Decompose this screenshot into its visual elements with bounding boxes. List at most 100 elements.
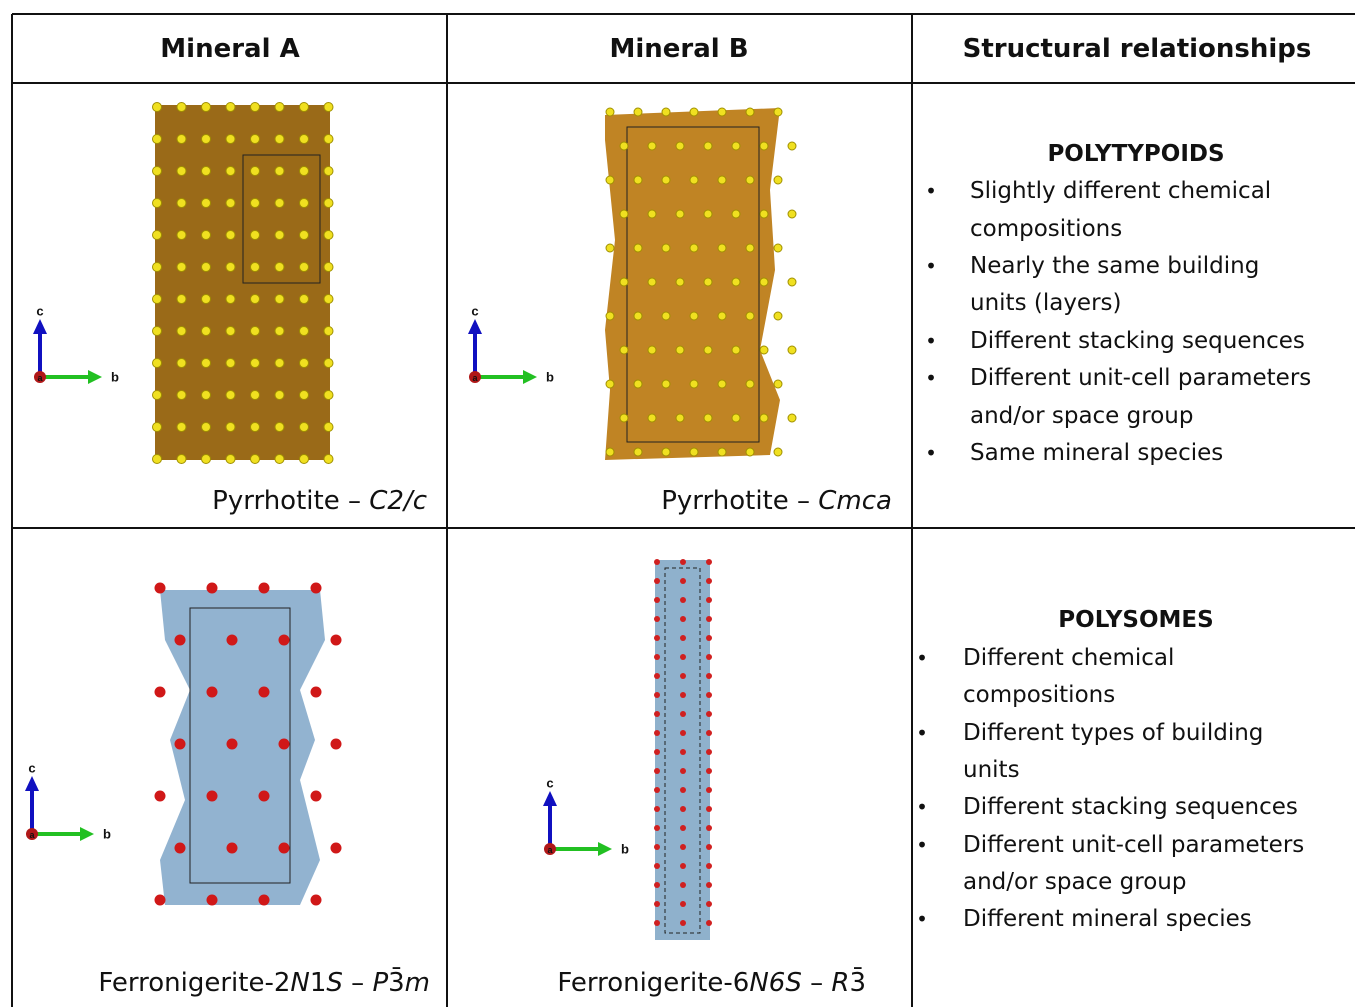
atom [250,358,260,368]
atom [225,262,236,272]
atom [706,901,712,907]
atom [706,863,712,869]
bullet-text: Different stacking sequences [963,794,1298,820]
bullet-text: Different stacking sequences [970,328,1305,354]
atom [633,107,643,117]
atom [661,243,671,253]
axis-label: c [36,303,44,319]
atom [152,294,162,304]
atom [250,102,260,112]
atom [176,390,187,400]
atom [680,806,686,812]
axis-arrowhead [25,776,39,791]
atom [225,166,236,176]
atom [299,262,309,272]
axis-label: a [37,373,43,383]
atom [717,175,727,185]
atom [706,806,712,812]
atom [299,230,309,240]
atom [174,842,186,854]
atom [201,454,211,464]
axis-origin [469,371,481,383]
atom [745,379,755,389]
axis-label: a [547,845,553,855]
caption: Ferronigerite-2N1S – P3̄m [98,968,430,998]
atom [787,413,797,423]
atom [654,730,660,736]
atom [299,102,309,112]
atom [206,894,218,906]
atom [330,634,342,646]
atom [717,107,727,117]
bullet-text: Nearly the same building [970,253,1260,279]
atom [661,379,671,389]
atom [706,673,712,679]
atom [176,294,187,304]
atom [706,749,712,755]
unit-cell [664,567,701,934]
atom [176,358,187,368]
atom [225,134,236,144]
atom [323,454,334,464]
atom [647,209,657,219]
bullet: • [916,795,928,819]
axis-arrowhead [33,319,47,334]
unit-cell [242,154,321,284]
bullet-text: Different mineral species [963,906,1252,932]
atom [176,262,187,272]
atom [310,686,322,698]
atom [654,749,660,755]
atom [152,262,162,272]
caption-part: Pyrrhotite – [212,486,370,516]
atom [773,175,783,185]
atom [759,345,769,355]
atom [258,686,270,698]
atom [675,141,685,151]
atom [654,578,660,584]
atom [206,790,218,802]
atom [176,198,187,208]
structures [152,102,797,940]
atom [680,597,686,603]
atom [717,243,727,253]
atom [299,294,309,304]
atom [773,107,783,117]
atom [680,559,686,565]
atom [201,166,211,176]
atom [323,230,334,240]
atom [299,454,309,464]
atom [717,379,727,389]
atom [274,230,285,240]
bullet-text: Different unit-cell parameters [963,832,1305,858]
atom [201,358,211,368]
atom [680,768,686,774]
atom [654,806,660,812]
polyhedra [160,590,325,905]
atom [225,422,236,432]
atom [680,787,686,793]
atom [226,738,238,750]
atom [647,141,657,151]
column-header: Mineral B [609,34,749,64]
atom [323,134,334,144]
caption-part: N6S [749,968,802,998]
atom [250,262,260,272]
atom [226,634,238,646]
atom [787,209,797,219]
axis-label: a [472,373,478,383]
bullet-text: and/or space group [963,869,1187,895]
atom [176,326,187,336]
bullet-text: Different types of building [963,720,1264,746]
atom [661,311,671,321]
atom [680,616,686,622]
atom [176,454,187,464]
atom [654,559,660,565]
axis-label: c [546,775,554,791]
atom [258,582,270,594]
atom [274,198,285,208]
atom [654,673,660,679]
polyhedra [605,108,780,460]
axis-label: b [621,841,629,857]
atom [680,882,686,888]
